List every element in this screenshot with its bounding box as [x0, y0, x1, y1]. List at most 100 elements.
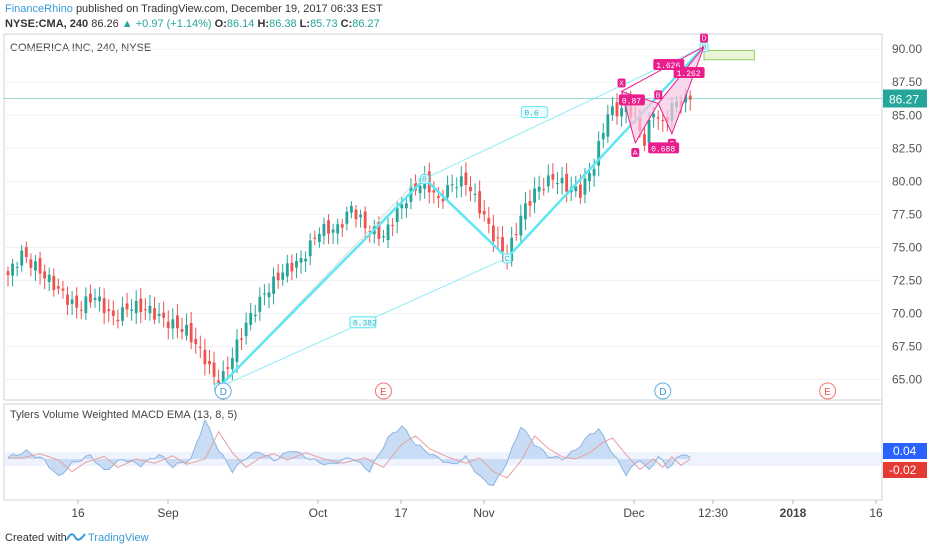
candle-body: [661, 120, 665, 122]
time-axis[interactable]: 16 Sep Oct 17 Nov Dec 12:30 2018 16: [71, 500, 883, 520]
candle: [404, 195, 408, 218]
candle: [322, 217, 326, 245]
candle: [185, 313, 188, 341]
candle-body: [281, 272, 285, 280]
candle-body: [400, 204, 404, 209]
price-tick-label: 77.50: [892, 207, 922, 221]
candle: [528, 189, 532, 217]
candle: [121, 296, 124, 326]
candle-body: [446, 185, 449, 198]
signal-value-badge: [883, 462, 927, 478]
candle: [464, 162, 468, 197]
candle: [382, 229, 385, 243]
swing-ratio-label: 0.6: [524, 110, 539, 119]
swing-point-marker: [420, 174, 430, 185]
tradingview-logo-icon: [66, 533, 86, 541]
candle-body: [203, 349, 207, 365]
candle-body: [322, 223, 326, 236]
candle: [285, 254, 289, 283]
candle-body: [331, 229, 335, 233]
candle-body: [299, 257, 303, 263]
candle: [340, 218, 344, 237]
candle: [143, 298, 147, 320]
harmonic-point-label: D: [702, 36, 707, 43]
candle-body: [285, 263, 289, 277]
candle-body: [267, 292, 271, 298]
candle: [235, 329, 239, 374]
candle: [139, 287, 143, 324]
candle: [601, 123, 605, 149]
candle-body: [359, 214, 362, 218]
candle-body: [153, 308, 156, 320]
time-tick-label: Oct: [309, 506, 328, 520]
candle: [533, 177, 536, 214]
candle: [203, 338, 207, 376]
candle-body: [47, 274, 51, 283]
candle: [258, 287, 262, 321]
tradingview-brand[interactable]: TradingView: [88, 532, 149, 544]
low-value: 85.73: [310, 18, 338, 30]
candle-body: [656, 117, 660, 119]
candle-body: [134, 300, 138, 314]
candle-body: [6, 271, 10, 276]
swing-point-label: B: [422, 177, 427, 184]
macd-line: [7, 418, 691, 486]
candle: [66, 286, 69, 316]
candle: [93, 288, 97, 308]
price-tick-label: 67.50: [892, 339, 922, 353]
candle-body: [592, 168, 596, 176]
price-pane[interactable]: [3, 33, 883, 401]
candle-body: [327, 220, 330, 234]
candle-body: [377, 222, 381, 239]
candle-body: [139, 298, 143, 313]
candle-body: [611, 106, 614, 116]
candle-body: [528, 201, 532, 206]
candle-body: [418, 185, 422, 194]
candle: [98, 287, 101, 312]
candle: [157, 302, 161, 324]
candle-body: [212, 362, 216, 377]
candle: [377, 216, 381, 246]
candle-body: [116, 319, 120, 322]
candle-body: [70, 299, 74, 304]
candle-body: [157, 313, 161, 316]
candle: [130, 298, 134, 321]
candle-body: [514, 234, 518, 236]
indicator-title: Tylers Volume Weighted MACD EMA (13, 8, …: [10, 409, 237, 421]
author-link[interactable]: FinanceRhino: [5, 3, 73, 15]
candle: [478, 180, 482, 219]
candle-body: [395, 207, 399, 223]
event-marker-circle: [819, 382, 837, 400]
publish-info: published on TradingView.com, December 1…: [75, 3, 383, 15]
ohlc-legend: NYSE:CMA, 240 86.26 ▲ +0.97 (+1.14%) O:8…: [5, 17, 380, 31]
candle: [391, 218, 395, 237]
candle: [281, 263, 285, 286]
candle: [432, 181, 436, 204]
candle: [313, 230, 317, 246]
candle-body: [66, 294, 69, 305]
candle: [450, 174, 454, 193]
symbol-label: NYSE:CMA, 240: [5, 18, 89, 30]
candle: [20, 245, 24, 272]
candle-body: [542, 189, 546, 191]
candle: [75, 287, 79, 319]
time-tick-label: 16: [869, 506, 883, 520]
time-tick-label: 12:30: [698, 506, 728, 520]
swing-point-marker: [502, 253, 512, 264]
candle-body: [34, 261, 37, 271]
candle: [253, 304, 257, 323]
last-value: 86.26: [91, 18, 119, 30]
candle-body: [162, 312, 166, 318]
time-tick-label: Dec: [623, 506, 644, 520]
candle-body: [75, 295, 79, 308]
price-axis[interactable]: 65.00 67.50 70.00 72.50 75.00 77.50 80.00 82.50…: [883, 42, 927, 387]
candle: [107, 299, 111, 323]
candle-body: [249, 312, 253, 325]
harmonic-point-label: X: [619, 80, 624, 87]
candle: [52, 268, 56, 297]
last-price-badge: [883, 89, 927, 108]
candle-body: [38, 258, 42, 274]
main-title: COMERICA INC, 240, NYSE: [10, 42, 151, 54]
